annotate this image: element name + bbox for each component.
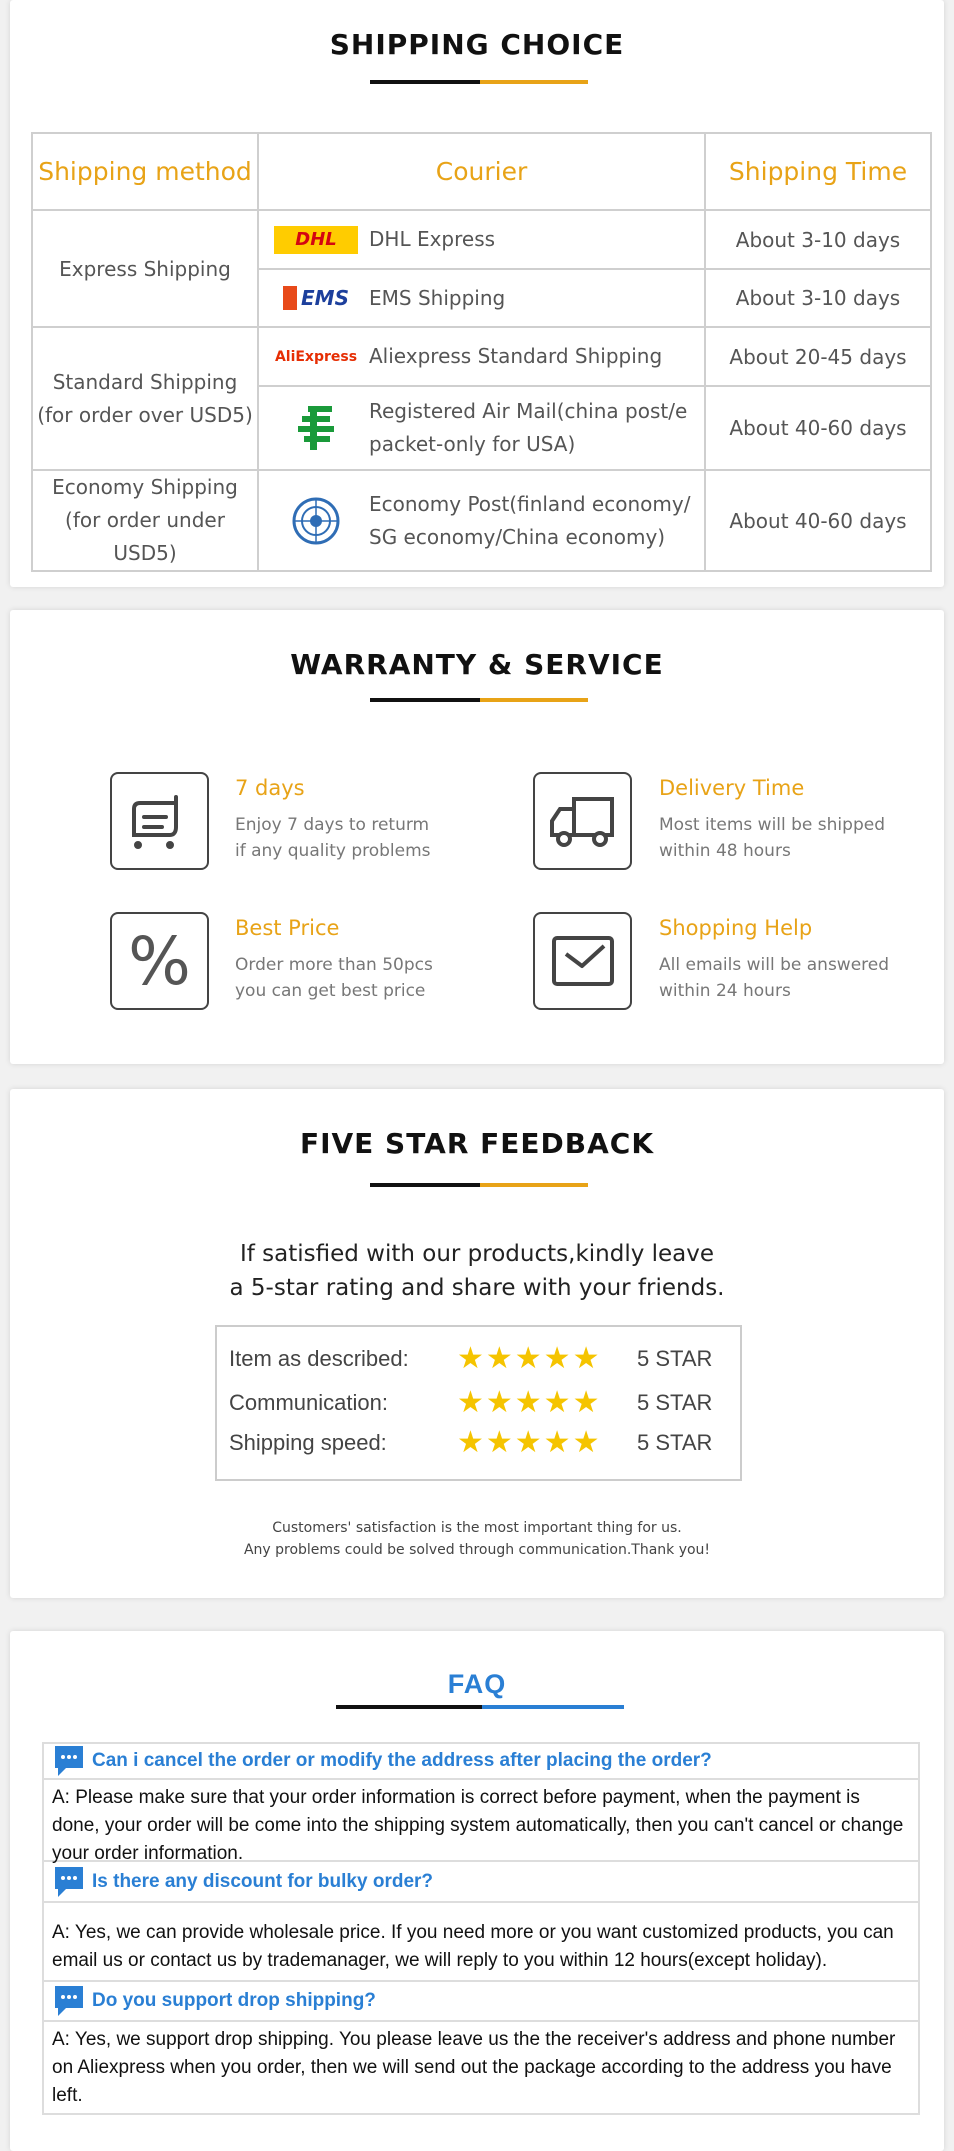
warranty-title: 7 days [235, 776, 305, 800]
faq-answer: A: Please make sure that your order info… [44, 1780, 918, 1864]
courier-name: DHL Express [369, 227, 496, 251]
courier-name: Aliexpress Standard Shipping [369, 344, 663, 368]
warranty-title: Delivery Time [659, 776, 805, 800]
faq-question: Do you support drop shipping? [44, 1982, 918, 2022]
dhl-logo: DHL [273, 225, 359, 254]
warranty-desc: All emails will be answered [659, 955, 890, 975]
warranty-desc: Order more than 50pcs [235, 955, 433, 975]
ems-logo: EMS [273, 286, 359, 310]
rating-row: Communication: ★★★★★ 5 STAR [229, 1385, 729, 1420]
method-label: Economy Shipping [52, 475, 238, 499]
shipping-time: About 3-10 days [704, 268, 932, 328]
rating-row: Shipping speed: ★★★★★ 5 STAR [229, 1425, 729, 1460]
section-title: FAQ [447, 1669, 507, 1699]
warranty-desc: if any quality problems [235, 841, 431, 861]
question-text: Do you support drop shipping? [92, 1990, 376, 2011]
faq-question: Is there any discount for bulky order? [44, 1862, 918, 1903]
warranty-desc: you can get best price [235, 981, 426, 1001]
rating-value: 5 STAR [637, 1429, 713, 1455]
title-underline [370, 1183, 480, 1187]
rating-box: Item as described: ★★★★★ 5 STAR Communicat… [215, 1325, 742, 1481]
percent-icon: % [110, 912, 209, 1010]
chat-bubble-icon [55, 1986, 83, 2016]
header-time: Shipping Time [704, 132, 932, 211]
rating-value: 5 STAR [637, 1345, 713, 1371]
star-icons: ★★★★★ [457, 1386, 602, 1419]
method-note: (for order under USD5) [65, 508, 225, 565]
title-underline [370, 698, 480, 702]
section-title: FIVE STAR FEEDBACK [299, 1127, 655, 1160]
faq-answer: A: Yes, we support drop shipping. You pl… [52, 2029, 896, 2106]
un-logo [273, 496, 359, 546]
shipping-time: About 40-60 days [704, 469, 932, 572]
section-title: WARRANTY & SERVICE [290, 648, 664, 681]
rating-value: 5 STAR [637, 1389, 713, 1415]
warranty-desc: Enjoy 7 days to returm [235, 815, 430, 835]
section-title: SHIPPING CHOICE [329, 28, 625, 61]
courier-name: Registered Air Mail(china post/e packet-… [369, 399, 688, 456]
rating-label: Item as described: [229, 1345, 409, 1371]
rating-row: Item as described: ★★★★★ 5 STAR [229, 1341, 729, 1376]
cart-icon [110, 772, 209, 870]
method-label: Express Shipping [59, 256, 231, 281]
chat-bubble-icon [55, 1866, 83, 1897]
method-cell: Economy Shipping (for order under USD5) [31, 469, 259, 572]
courier-name: Economy Post(finland economy/ SG economy… [369, 491, 691, 549]
title-underline [480, 80, 588, 84]
envelope-icon [533, 912, 632, 1010]
star-icons: ★★★★★ [457, 1342, 602, 1375]
warranty-desc: within 48 hours [659, 841, 791, 861]
method-note: (for order over USD5) [37, 402, 253, 427]
feedback-intro: a 5-star rating and share with your frie… [229, 1275, 725, 1301]
question-text: Is there any discount for bulky order? [92, 1870, 434, 1892]
faq-answer: A: Yes, we can provide wholesale price. … [44, 1903, 918, 1982]
china-post-logo [273, 404, 359, 452]
shipping-table: Shipping method Courier Shipping Time Ex… [31, 132, 932, 572]
method-label: Standard Shipping [52, 369, 238, 394]
header-courier: Courier [257, 132, 706, 211]
aliexpress-logo: AliExpress [274, 348, 358, 365]
warranty-card: WARRANTY & SERVICE 7 days Enjoy 7 days to… [10, 610, 944, 1064]
warranty-desc: within 24 hours [659, 981, 791, 1001]
warranty-desc: Most items will be shipped [659, 815, 885, 835]
feedback-footer: Any problems could be solved through com… [243, 1542, 711, 1558]
shipping-time: About 40-60 days [704, 385, 932, 471]
truck-icon [533, 772, 632, 870]
feedback-card: FIVE STAR FEEDBACK If satisfied with our… [10, 1089, 944, 1598]
title-underline [482, 1705, 624, 1709]
faq-question: Can i cancel the order or modify the add… [44, 1744, 918, 1780]
title-underline [370, 80, 480, 84]
faq-card: FAQ Can i cancel the order or modify the… [10, 1631, 944, 2151]
feedback-footer: Customers' satisfaction is the most impo… [272, 1520, 682, 1536]
shipping-choice-card: SHIPPING CHOICE Shipping method Courier … [10, 0, 944, 587]
method-cell: Standard Shipping (for order over USD5) [31, 326, 259, 471]
star-icons: ★★★★★ [457, 1426, 602, 1459]
rating-label: Shipping speed: [229, 1429, 387, 1455]
chat-bubble-icon [55, 1746, 83, 1776]
title-underline [336, 1705, 482, 1709]
question-text: Can i cancel the order or modify the add… [92, 1750, 712, 1771]
warranty-title: Shopping Help [659, 916, 813, 940]
feedback-intro: If satisfied with our products,kindly le… [239, 1241, 715, 1267]
title-underline [480, 1183, 588, 1187]
header-method: Shipping method [31, 132, 259, 211]
faq-list: Can i cancel the order or modify the add… [42, 1742, 920, 2115]
shipping-time: About 3-10 days [704, 209, 932, 270]
warranty-title: Best Price [235, 916, 340, 940]
method-cell: Express Shipping [31, 209, 259, 328]
title-underline [480, 698, 588, 702]
shipping-time: About 20-45 days [704, 326, 932, 387]
rating-label: Communication: [229, 1389, 388, 1415]
courier-name: EMS Shipping [369, 285, 506, 310]
